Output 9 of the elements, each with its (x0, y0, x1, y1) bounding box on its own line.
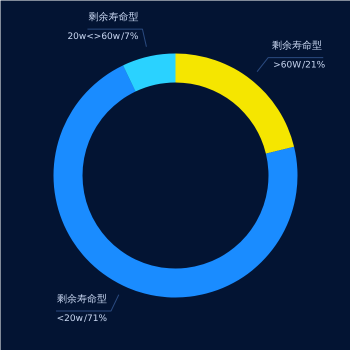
slice-label: 20w<>60w (67, 32, 120, 42)
slice-label: >60W (273, 60, 302, 71)
data-label: /21% (302, 60, 326, 71)
slice-label: <20w (56, 314, 84, 324)
text: 剩余寿命型 (272, 40, 322, 52)
text: 剩余寿命型 (57, 292, 108, 305)
text: 剩余寿命型 (88, 11, 138, 24)
data-label: /7% (121, 32, 139, 42)
data-label: /71% (84, 314, 108, 324)
